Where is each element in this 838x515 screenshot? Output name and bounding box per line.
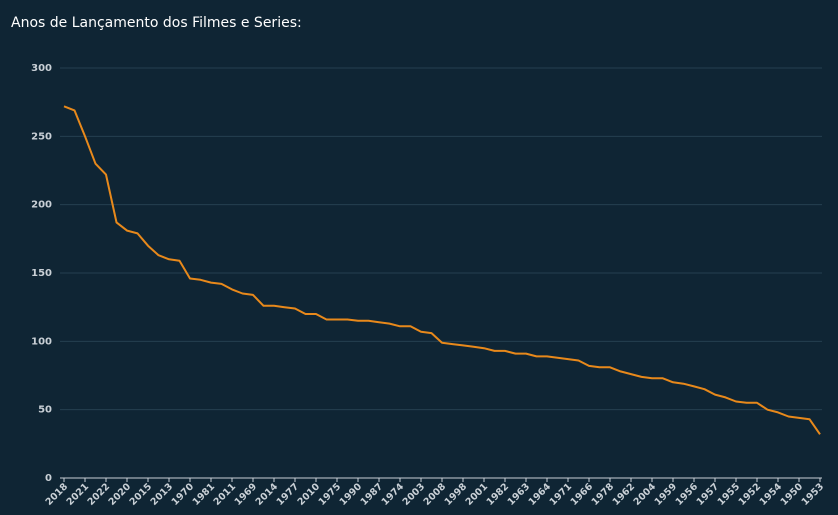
- x-tick-label: 1971: [548, 481, 574, 507]
- x-tick-label: 1956: [674, 481, 701, 508]
- x-tick-label: 2014: [254, 481, 281, 508]
- x-tick-label: 1950: [779, 481, 806, 508]
- y-tick-label: 0: [45, 473, 52, 484]
- x-tick-label: 1975: [317, 481, 343, 507]
- x-tick-label: 1966: [569, 481, 596, 508]
- x-tick-label: 1977: [275, 481, 301, 507]
- x-tick-label: 2013: [149, 481, 175, 507]
- x-tick-label: 2018: [44, 481, 71, 508]
- x-tick-label: 1962: [611, 481, 637, 507]
- x-tick-label: 2020: [107, 481, 134, 508]
- x-tick-label: 1963: [506, 481, 532, 507]
- x-tick-label: 1954: [758, 481, 785, 508]
- y-tick-label: 300: [31, 63, 52, 74]
- x-tick-label: 1974: [380, 481, 407, 508]
- x-tick-label: 1957: [695, 481, 721, 507]
- x-tick-label: 1964: [527, 481, 554, 508]
- chart-title: Anos de Lançamento dos Filmes e Series:: [11, 15, 302, 31]
- x-tick-label: 1981: [191, 481, 217, 507]
- x-tick-label: 1953: [800, 481, 826, 507]
- x-tick-label: 2001: [464, 481, 490, 507]
- x-tick-label: 1952: [737, 481, 763, 507]
- x-tick-label: 1987: [359, 481, 385, 507]
- line: [63, 105, 821, 435]
- y-tick-label: 250: [31, 131, 52, 142]
- x-tick-label: 1970: [170, 481, 197, 508]
- x-tick-label: 2022: [86, 481, 112, 507]
- y-tick-label: 50: [38, 405, 52, 416]
- y-tick-label: 200: [31, 200, 52, 211]
- x-tick-label: 2015: [128, 481, 154, 507]
- x-tick-label: 2004: [632, 481, 659, 508]
- x-tick-label: 1969: [233, 481, 259, 507]
- x-tick-label: 1959: [653, 481, 679, 507]
- y-tick-label: 150: [31, 268, 52, 279]
- x-tick-label: 1955: [716, 481, 742, 507]
- x-tick-label: 2003: [401, 481, 427, 507]
- x-tick-label: 2008: [422, 481, 449, 508]
- x-tick-label: 1998: [443, 481, 470, 508]
- x-tick-label: 1978: [590, 481, 617, 508]
- x-tick-label: 1990: [338, 481, 365, 508]
- x-tick-label: 2021: [65, 481, 91, 507]
- x-tick-label: 2011: [212, 481, 238, 507]
- y-tick-label: 100: [31, 336, 52, 347]
- x-tick-label: 2010: [296, 481, 323, 508]
- x-tick-label: 1982: [485, 481, 511, 507]
